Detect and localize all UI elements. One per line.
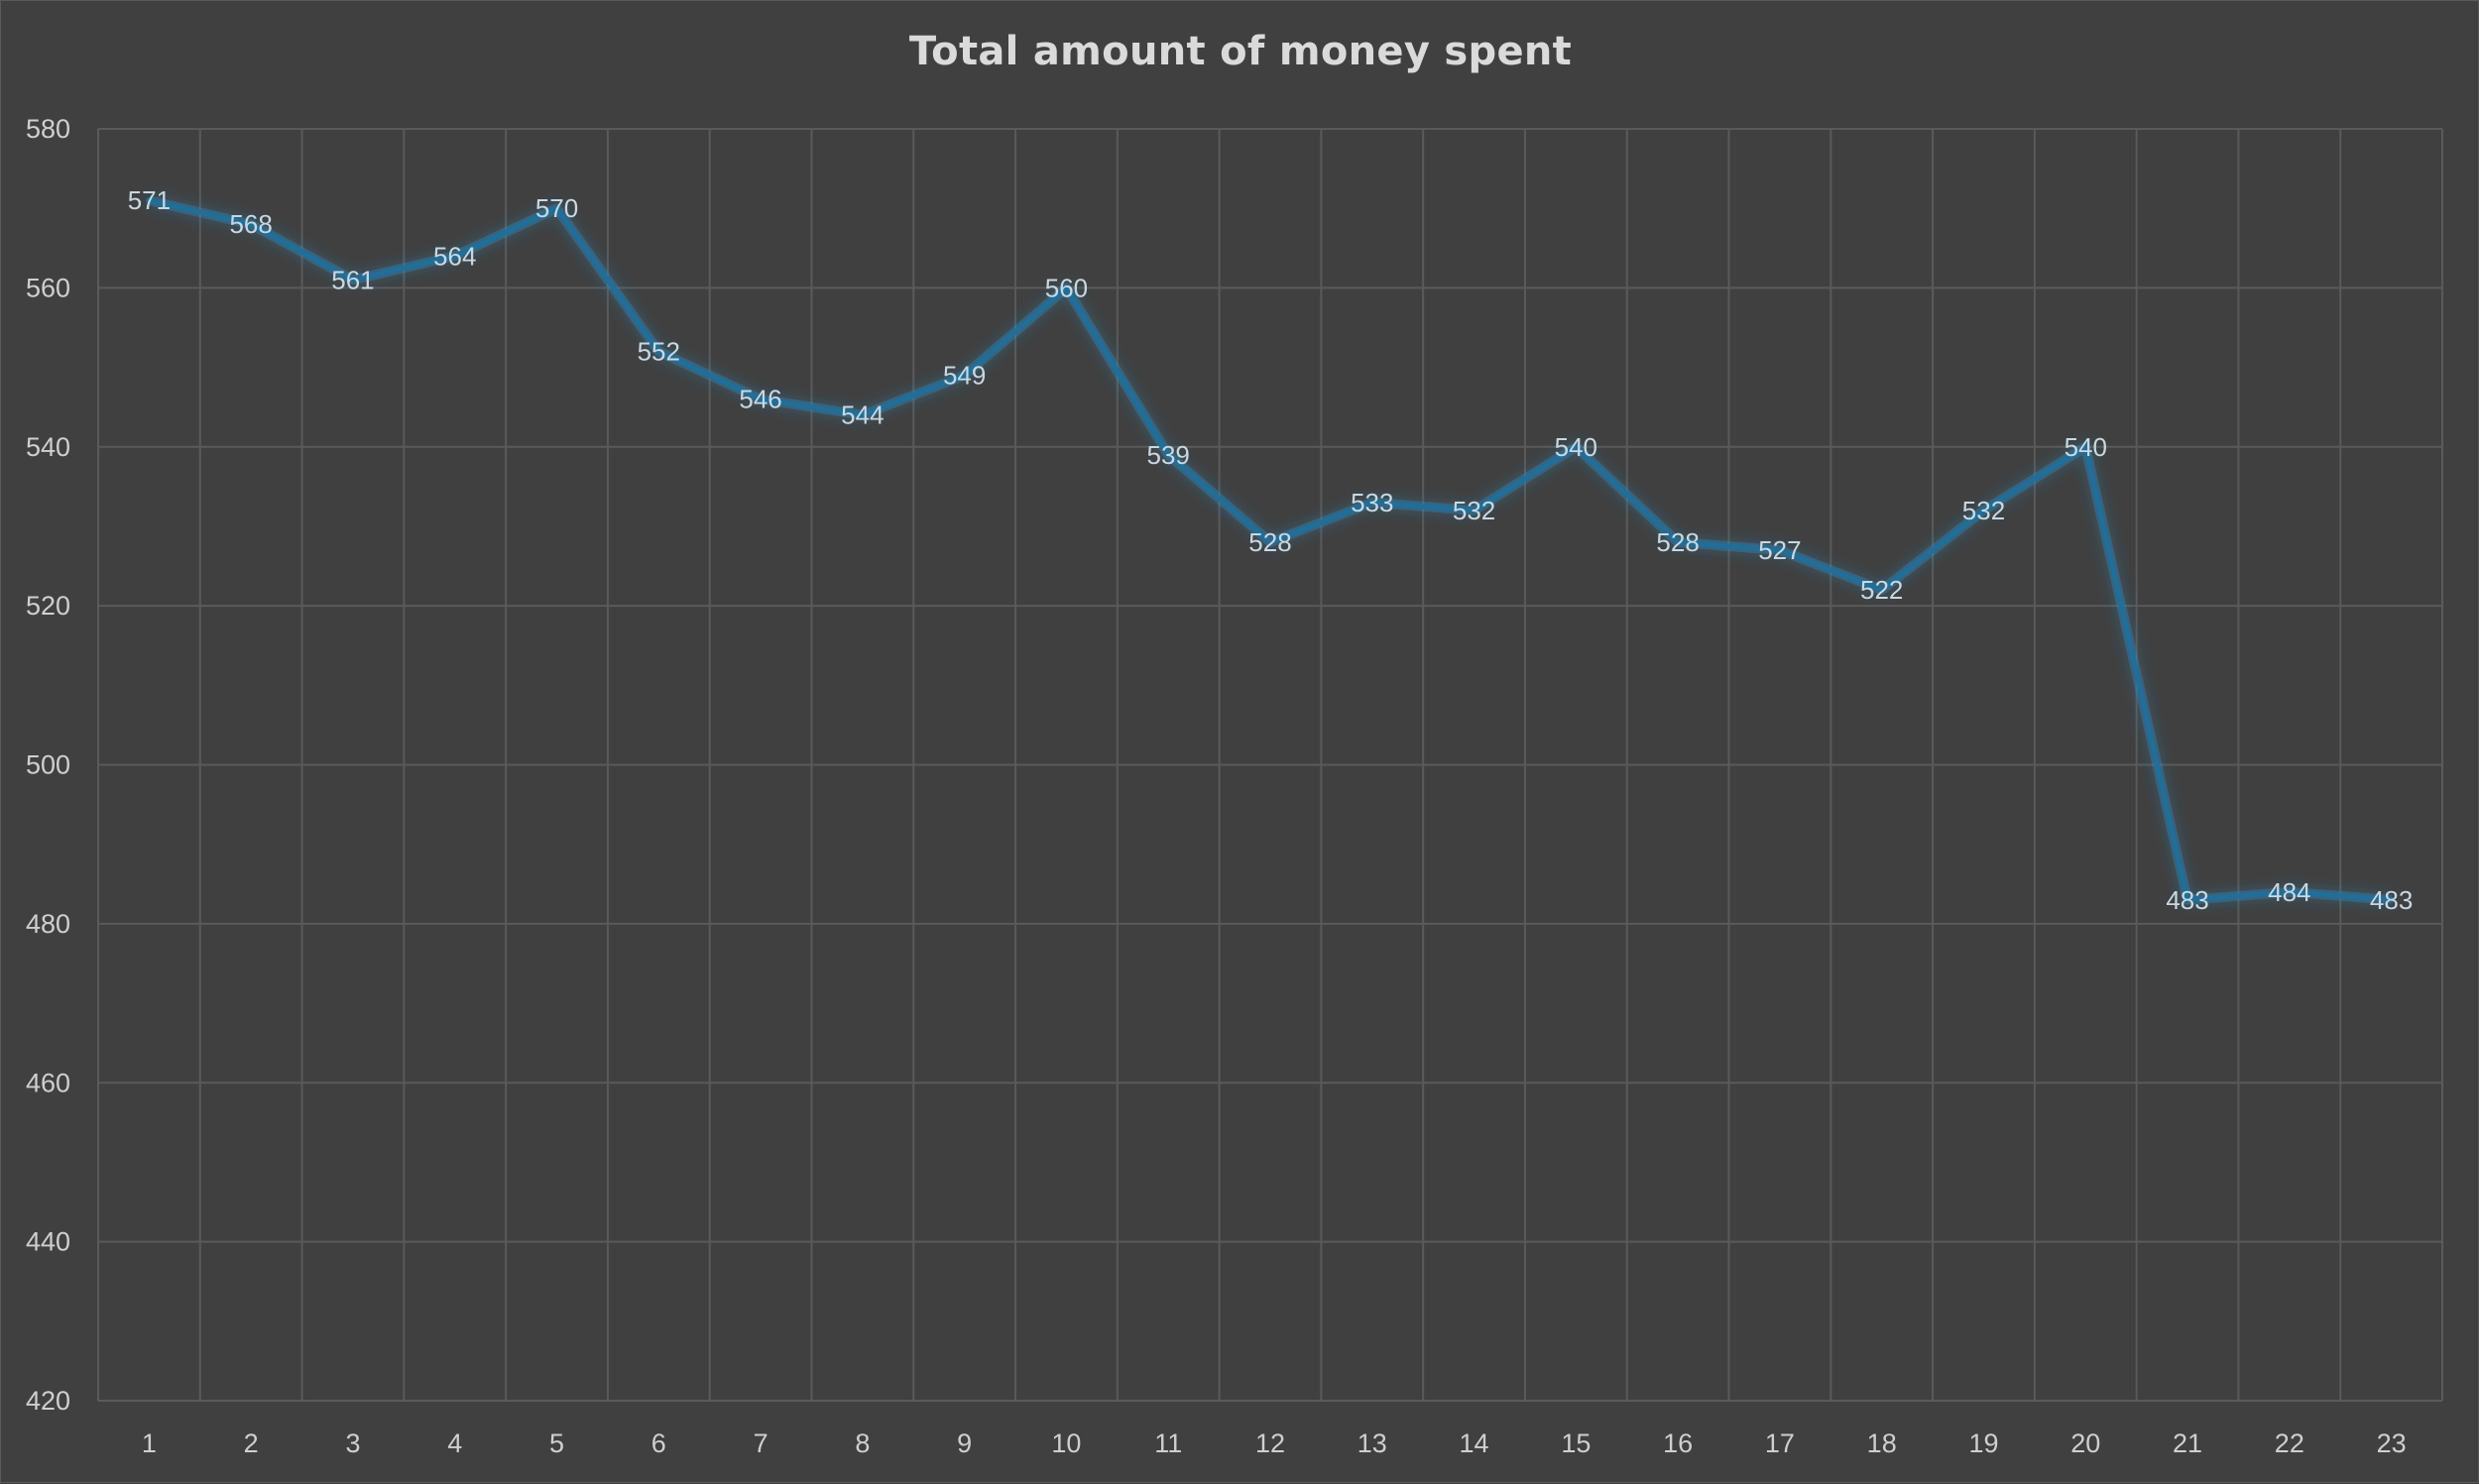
x-tick-label: 22 [2275,1428,2304,1458]
data-label: 552 [638,337,680,367]
x-tick-label: 10 [1051,1428,1081,1458]
x-tick-label: 12 [1255,1428,1285,1458]
data-label: 532 [1453,496,1495,525]
data-label: 540 [2065,432,2107,462]
series-layer [146,195,2395,905]
data-point [1776,546,1783,553]
x-tick-label: 5 [549,1428,564,1458]
data-label: 546 [739,385,781,414]
data-point [248,221,255,228]
x-tick-label: 21 [2173,1428,2202,1458]
gridlines [97,128,2443,1402]
data-label: 561 [331,265,374,294]
x-tick-label: 14 [1460,1428,1489,1458]
x-tick-label: 9 [957,1428,972,1458]
data-label: 527 [1758,535,1801,565]
x-tick-label: 7 [754,1428,768,1458]
x-tick-label: 17 [1765,1428,1795,1458]
data-point [553,205,560,212]
x-tick-label: 6 [651,1428,666,1458]
chart-title: Total amount of money spent [908,29,1573,74]
y-tick-label: 440 [26,1227,70,1257]
x-tick-label: 23 [2377,1428,2407,1458]
data-point [1980,507,1987,514]
data-point [1675,538,1682,545]
data-point [961,372,968,379]
data-label: 539 [1147,440,1190,470]
data-label: 570 [535,193,578,223]
data-labels: 571 568 561 564 570 552 546 544 549 560 539 528 533 5… [128,185,2414,915]
data-label: 533 [1351,488,1393,517]
y-tick-label: 580 [26,114,70,144]
data-label: 571 [128,185,171,215]
y-tick-label: 500 [26,750,70,780]
data-point [349,277,356,284]
x-tick-label: 4 [447,1428,462,1458]
x-tick-label: 18 [1867,1428,1897,1458]
data-label: 532 [1962,496,2005,525]
y-tick-label: 520 [26,591,70,621]
data-point [2388,896,2395,903]
x-tick-label: 8 [855,1428,870,1458]
data-label: 540 [1555,432,1597,462]
data-point [1573,443,1580,450]
data-point [655,348,662,355]
x-tick-label: 3 [345,1428,360,1458]
y-tick-label: 420 [26,1386,70,1416]
data-point [1368,499,1375,506]
x-tick-label: 15 [1561,1428,1591,1458]
data-label: 483 [2166,885,2208,915]
data-label: 484 [2268,877,2310,907]
data-point [2184,896,2191,903]
data-label: 560 [1045,273,1088,302]
data-point [1063,285,1070,291]
data-point [146,197,153,204]
y-tick-label: 460 [26,1068,70,1097]
data-label: 544 [841,400,884,430]
data-point [859,411,866,418]
y-tick-label: 560 [26,273,70,302]
x-tick-label: 13 [1358,1428,1387,1458]
data-label: 564 [433,241,476,271]
x-tick-label: 11 [1154,1428,1182,1458]
data-point [2286,888,2293,895]
x-tick-label: 1 [142,1428,157,1458]
data-label: 528 [1656,527,1699,557]
data-label: 568 [229,209,272,239]
data-label: 522 [1860,575,1903,605]
data-label: 483 [2370,885,2413,915]
data-point [451,253,458,260]
x-tick-label: 19 [1968,1428,1998,1458]
data-point [1878,587,1885,594]
data-label: 549 [943,361,986,391]
y-tick-label: 540 [26,432,70,462]
data-point [2082,443,2089,450]
data-point [1165,451,1172,458]
y-tick-label: 480 [26,909,70,939]
x-tick-label: 16 [1663,1428,1693,1458]
x-tick-label: 2 [244,1428,259,1458]
data-label: 528 [1248,527,1291,557]
data-point [1267,538,1273,545]
data-point [1471,507,1477,514]
data-point [758,396,765,402]
x-tick-label: 20 [2070,1428,2100,1458]
